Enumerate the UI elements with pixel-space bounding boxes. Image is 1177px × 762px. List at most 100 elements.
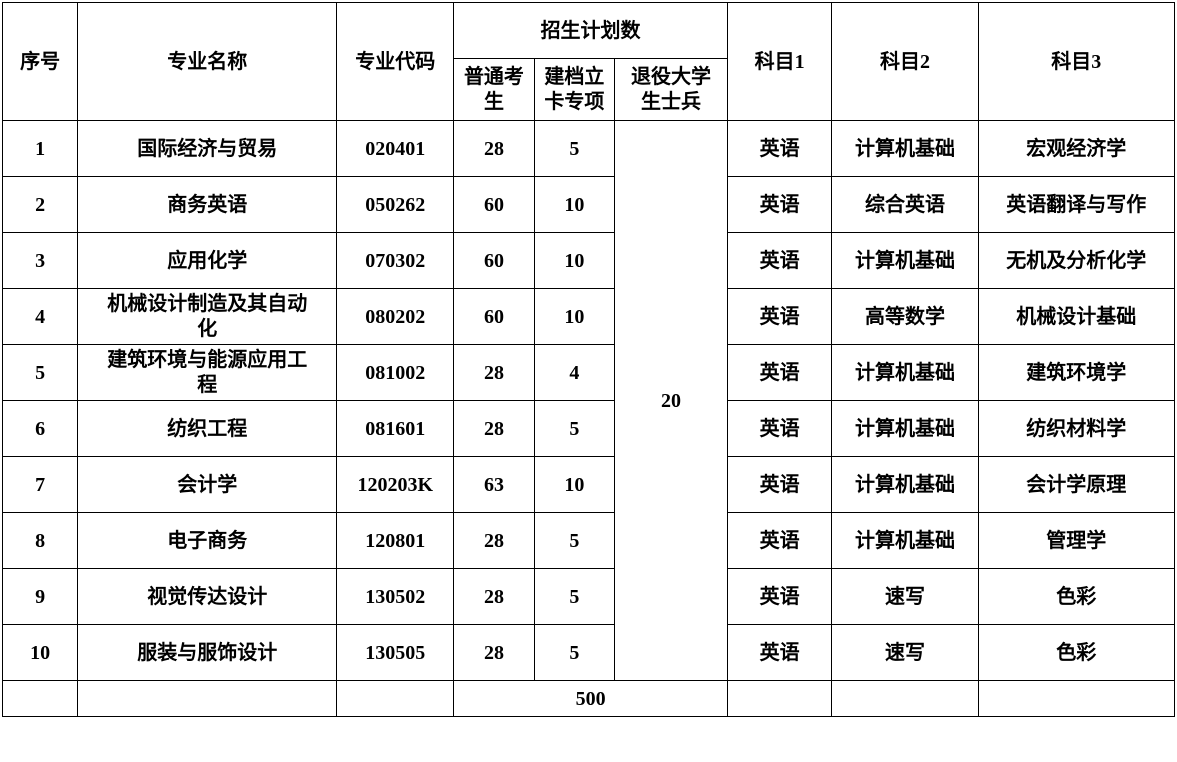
cell-code: 081601 (337, 401, 454, 457)
cell-plan1: 28 (454, 401, 534, 457)
total-code-empty (337, 681, 454, 717)
total-seq-empty (3, 681, 78, 717)
cell-code: 120801 (337, 513, 454, 569)
cell-seq: 4 (3, 289, 78, 345)
table-row: 3 应用化学 070302 60 10 英语 计算机基础 无机及分析化学 (3, 233, 1175, 289)
cell-sub2: 速写 (832, 625, 978, 681)
cell-seq: 1 (3, 121, 78, 177)
cell-sub3: 色彩 (978, 625, 1174, 681)
cell-plan2: 10 (534, 289, 614, 345)
cell-plan2: 5 (534, 625, 614, 681)
cell-sub3: 纺织材料学 (978, 401, 1174, 457)
table-row: 9 视觉传达设计 130502 28 5 英语 速写 色彩 (3, 569, 1175, 625)
cell-sub1: 英语 (727, 177, 831, 233)
cell-plan2: 10 (534, 233, 614, 289)
total-sub1-empty (727, 681, 831, 717)
cell-plan2: 10 (534, 457, 614, 513)
cell-sub1: 英语 (727, 457, 831, 513)
total-row: 500 (3, 681, 1175, 717)
cell-major: 国际经济与贸易 (78, 121, 337, 177)
cell-sub2: 计算机基础 (832, 401, 978, 457)
cell-code: 070302 (337, 233, 454, 289)
cell-plan2: 5 (534, 513, 614, 569)
cell-major: 建筑环境与能源应用工程 (78, 345, 337, 401)
cell-sub2: 计算机基础 (832, 457, 978, 513)
cell-plan2: 5 (534, 401, 614, 457)
cell-seq: 7 (3, 457, 78, 513)
cell-plan2: 10 (534, 177, 614, 233)
cell-plan2: 5 (534, 121, 614, 177)
cell-sub1: 英语 (727, 401, 831, 457)
cell-sub3: 宏观经济学 (978, 121, 1174, 177)
cell-major: 应用化学 (78, 233, 337, 289)
cell-sub1: 英语 (727, 513, 831, 569)
table-row: 4 机械设计制造及其自动化 080202 60 10 英语 高等数学 机械设计基… (3, 289, 1175, 345)
header-sub1: 科目1 (727, 3, 831, 121)
cell-plan1: 28 (454, 121, 534, 177)
header-plan2: 建档立卡专项 (534, 59, 614, 121)
header-plan3: 退役大学生士兵 (615, 59, 728, 121)
cell-sub3: 色彩 (978, 569, 1174, 625)
cell-plan1: 28 (454, 569, 534, 625)
cell-major: 服装与服饰设计 (78, 625, 337, 681)
cell-code: 080202 (337, 289, 454, 345)
cell-plan1: 60 (454, 233, 534, 289)
enrollment-plan-table: 序号 专业名称 专业代码 招生计划数 科目1 科目2 科目3 普通考生 建档立卡… (2, 2, 1175, 717)
cell-sub3: 建筑环境学 (978, 345, 1174, 401)
cell-sub3: 机械设计基础 (978, 289, 1174, 345)
cell-seq: 8 (3, 513, 78, 569)
cell-plan2: 5 (534, 569, 614, 625)
header-seq: 序号 (3, 3, 78, 121)
total-sub3-empty (978, 681, 1174, 717)
table-row: 8 电子商务 120801 28 5 英语 计算机基础 管理学 (3, 513, 1175, 569)
cell-plan1: 28 (454, 625, 534, 681)
table-row: 10 服装与服饰设计 130505 28 5 英语 速写 色彩 (3, 625, 1175, 681)
cell-seq: 2 (3, 177, 78, 233)
cell-sub3: 会计学原理 (978, 457, 1174, 513)
cell-code: 120203K (337, 457, 454, 513)
cell-code: 081002 (337, 345, 454, 401)
cell-sub2: 计算机基础 (832, 345, 978, 401)
cell-sub2: 计算机基础 (832, 233, 978, 289)
cell-major: 会计学 (78, 457, 337, 513)
cell-code: 020401 (337, 121, 454, 177)
cell-code: 130502 (337, 569, 454, 625)
header-major: 专业名称 (78, 3, 337, 121)
cell-sub2: 高等数学 (832, 289, 978, 345)
cell-code: 130505 (337, 625, 454, 681)
table-row: 7 会计学 120203K 63 10 英语 计算机基础 会计学原理 (3, 457, 1175, 513)
header-plan-group: 招生计划数 (454, 3, 728, 59)
cell-major: 电子商务 (78, 513, 337, 569)
cell-plan1: 60 (454, 177, 534, 233)
cell-major: 机械设计制造及其自动化 (78, 289, 337, 345)
cell-seq: 10 (3, 625, 78, 681)
cell-plan1: 60 (454, 289, 534, 345)
cell-plan2: 4 (534, 345, 614, 401)
cell-code: 050262 (337, 177, 454, 233)
cell-sub2: 计算机基础 (832, 121, 978, 177)
cell-sub1: 英语 (727, 289, 831, 345)
cell-sub1: 英语 (727, 569, 831, 625)
cell-sub1: 英语 (727, 233, 831, 289)
cell-seq: 3 (3, 233, 78, 289)
table-row: 1 国际经济与贸易 020401 28 5 20 英语 计算机基础 宏观经济学 (3, 121, 1175, 177)
cell-sub2: 综合英语 (832, 177, 978, 233)
header-sub2: 科目2 (832, 3, 978, 121)
header-plan1: 普通考生 (454, 59, 534, 121)
cell-sub3: 管理学 (978, 513, 1174, 569)
cell-sub3: 无机及分析化学 (978, 233, 1174, 289)
header-row-1: 序号 专业名称 专业代码 招生计划数 科目1 科目2 科目3 (3, 3, 1175, 59)
total-sub2-empty (832, 681, 978, 717)
header-code: 专业代码 (337, 3, 454, 121)
cell-seq: 9 (3, 569, 78, 625)
cell-plan3-merged: 20 (615, 121, 728, 681)
table-row: 2 商务英语 050262 60 10 英语 综合英语 英语翻译与写作 (3, 177, 1175, 233)
cell-sub1: 英语 (727, 625, 831, 681)
cell-major: 商务英语 (78, 177, 337, 233)
header-sub3: 科目3 (978, 3, 1174, 121)
total-value: 500 (454, 681, 728, 717)
cell-plan1: 28 (454, 345, 534, 401)
cell-plan1: 63 (454, 457, 534, 513)
cell-sub2: 计算机基础 (832, 513, 978, 569)
cell-sub1: 英语 (727, 345, 831, 401)
